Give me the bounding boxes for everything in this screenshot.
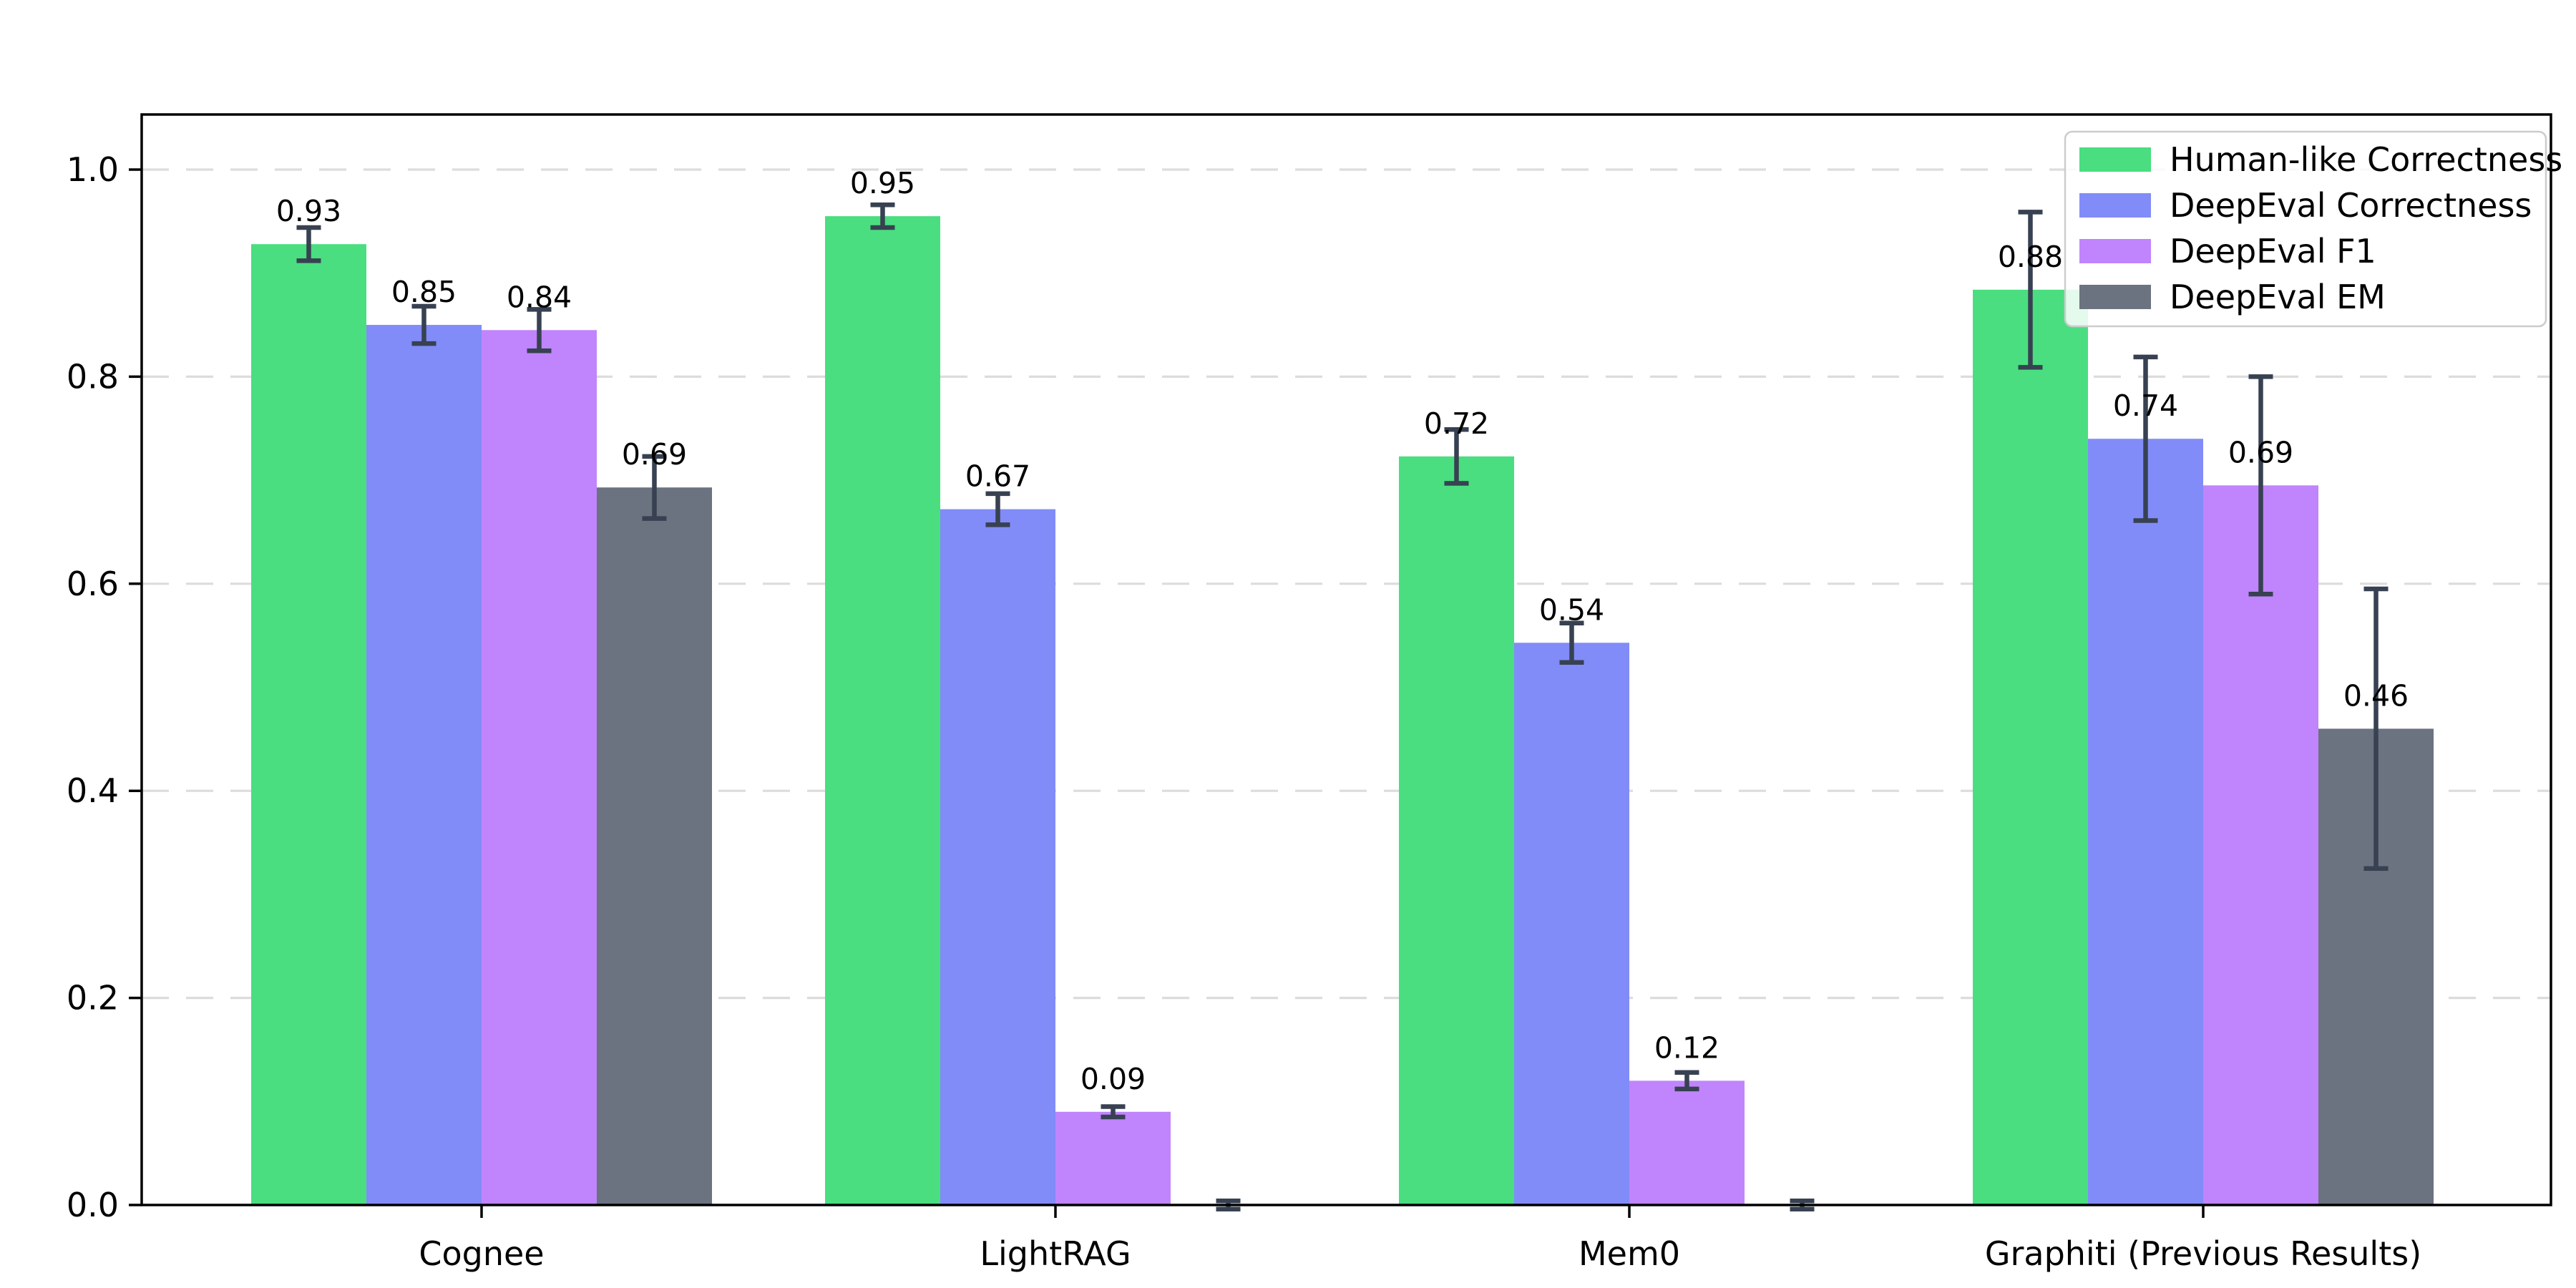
bar-value-label: 0.88 (1998, 240, 2063, 274)
bar-value-label: 0.69 (622, 437, 687, 472)
plot-border (140, 113, 2552, 1206)
legend-swatch (2079, 193, 2151, 218)
legend-label: DeepEval Correctness (2170, 186, 2532, 225)
bar-value-label: 0.74 (2113, 389, 2178, 423)
y-tick-label: 0.2 (67, 979, 119, 1018)
bar-value-label: 0.09 (1080, 1062, 1146, 1096)
legend-swatch (2079, 239, 2151, 263)
y-tick-label: 0.6 (67, 565, 119, 603)
bar-value-label: 0.69 (2228, 435, 2293, 469)
bar (825, 216, 940, 1205)
bar (251, 244, 366, 1206)
bar-value-label: 0.54 (1539, 592, 1604, 627)
legend-label: DeepEval F1 (2170, 232, 2376, 270)
bar (1973, 289, 2088, 1205)
bar-value-label: 0.93 (276, 194, 341, 228)
y-tick-label: 0.0 (67, 1186, 119, 1224)
x-tick-label: Mem0 (1579, 1234, 1680, 1273)
bar (2088, 439, 2203, 1205)
legend-swatch (2079, 285, 2151, 309)
bar (940, 509, 1055, 1205)
x-tick-label: Graphiti (Previous Results) (1985, 1234, 2421, 1273)
legend: Human-like Correctness DeepEval Correctne… (2064, 130, 2562, 328)
bar (2203, 485, 2318, 1205)
bar (1629, 1080, 1745, 1205)
x-tick-label: LightRAG (980, 1234, 1131, 1273)
legend-box (2064, 130, 2547, 328)
bar-value-label: 0.12 (1654, 1030, 1719, 1065)
legend-label: Human-like Correctness (2170, 140, 2562, 179)
x-tick-label: Cognee (419, 1234, 544, 1273)
y-tick-label: 0.8 (67, 357, 119, 396)
legend-swatch (2079, 147, 2151, 172)
y-tick-label: 0.4 (67, 771, 119, 810)
bar-value-label: 0.46 (2343, 678, 2409, 713)
bar-value-label: 0.85 (391, 275, 457, 309)
bar-value-label: 0.72 (1424, 406, 1489, 441)
bar (597, 487, 712, 1205)
bar (1514, 643, 1629, 1205)
bar-value-label: 0.95 (850, 166, 915, 200)
legend-label: DeepEval EM (2170, 278, 2386, 316)
bar-value-label: 0.84 (507, 280, 572, 314)
bar (482, 330, 597, 1205)
y-tick-label: 1.0 (67, 150, 119, 189)
bar (1399, 456, 1514, 1205)
bar (366, 325, 482, 1205)
bar (1055, 1111, 1171, 1205)
bar-value-label: 0.67 (965, 459, 1030, 494)
